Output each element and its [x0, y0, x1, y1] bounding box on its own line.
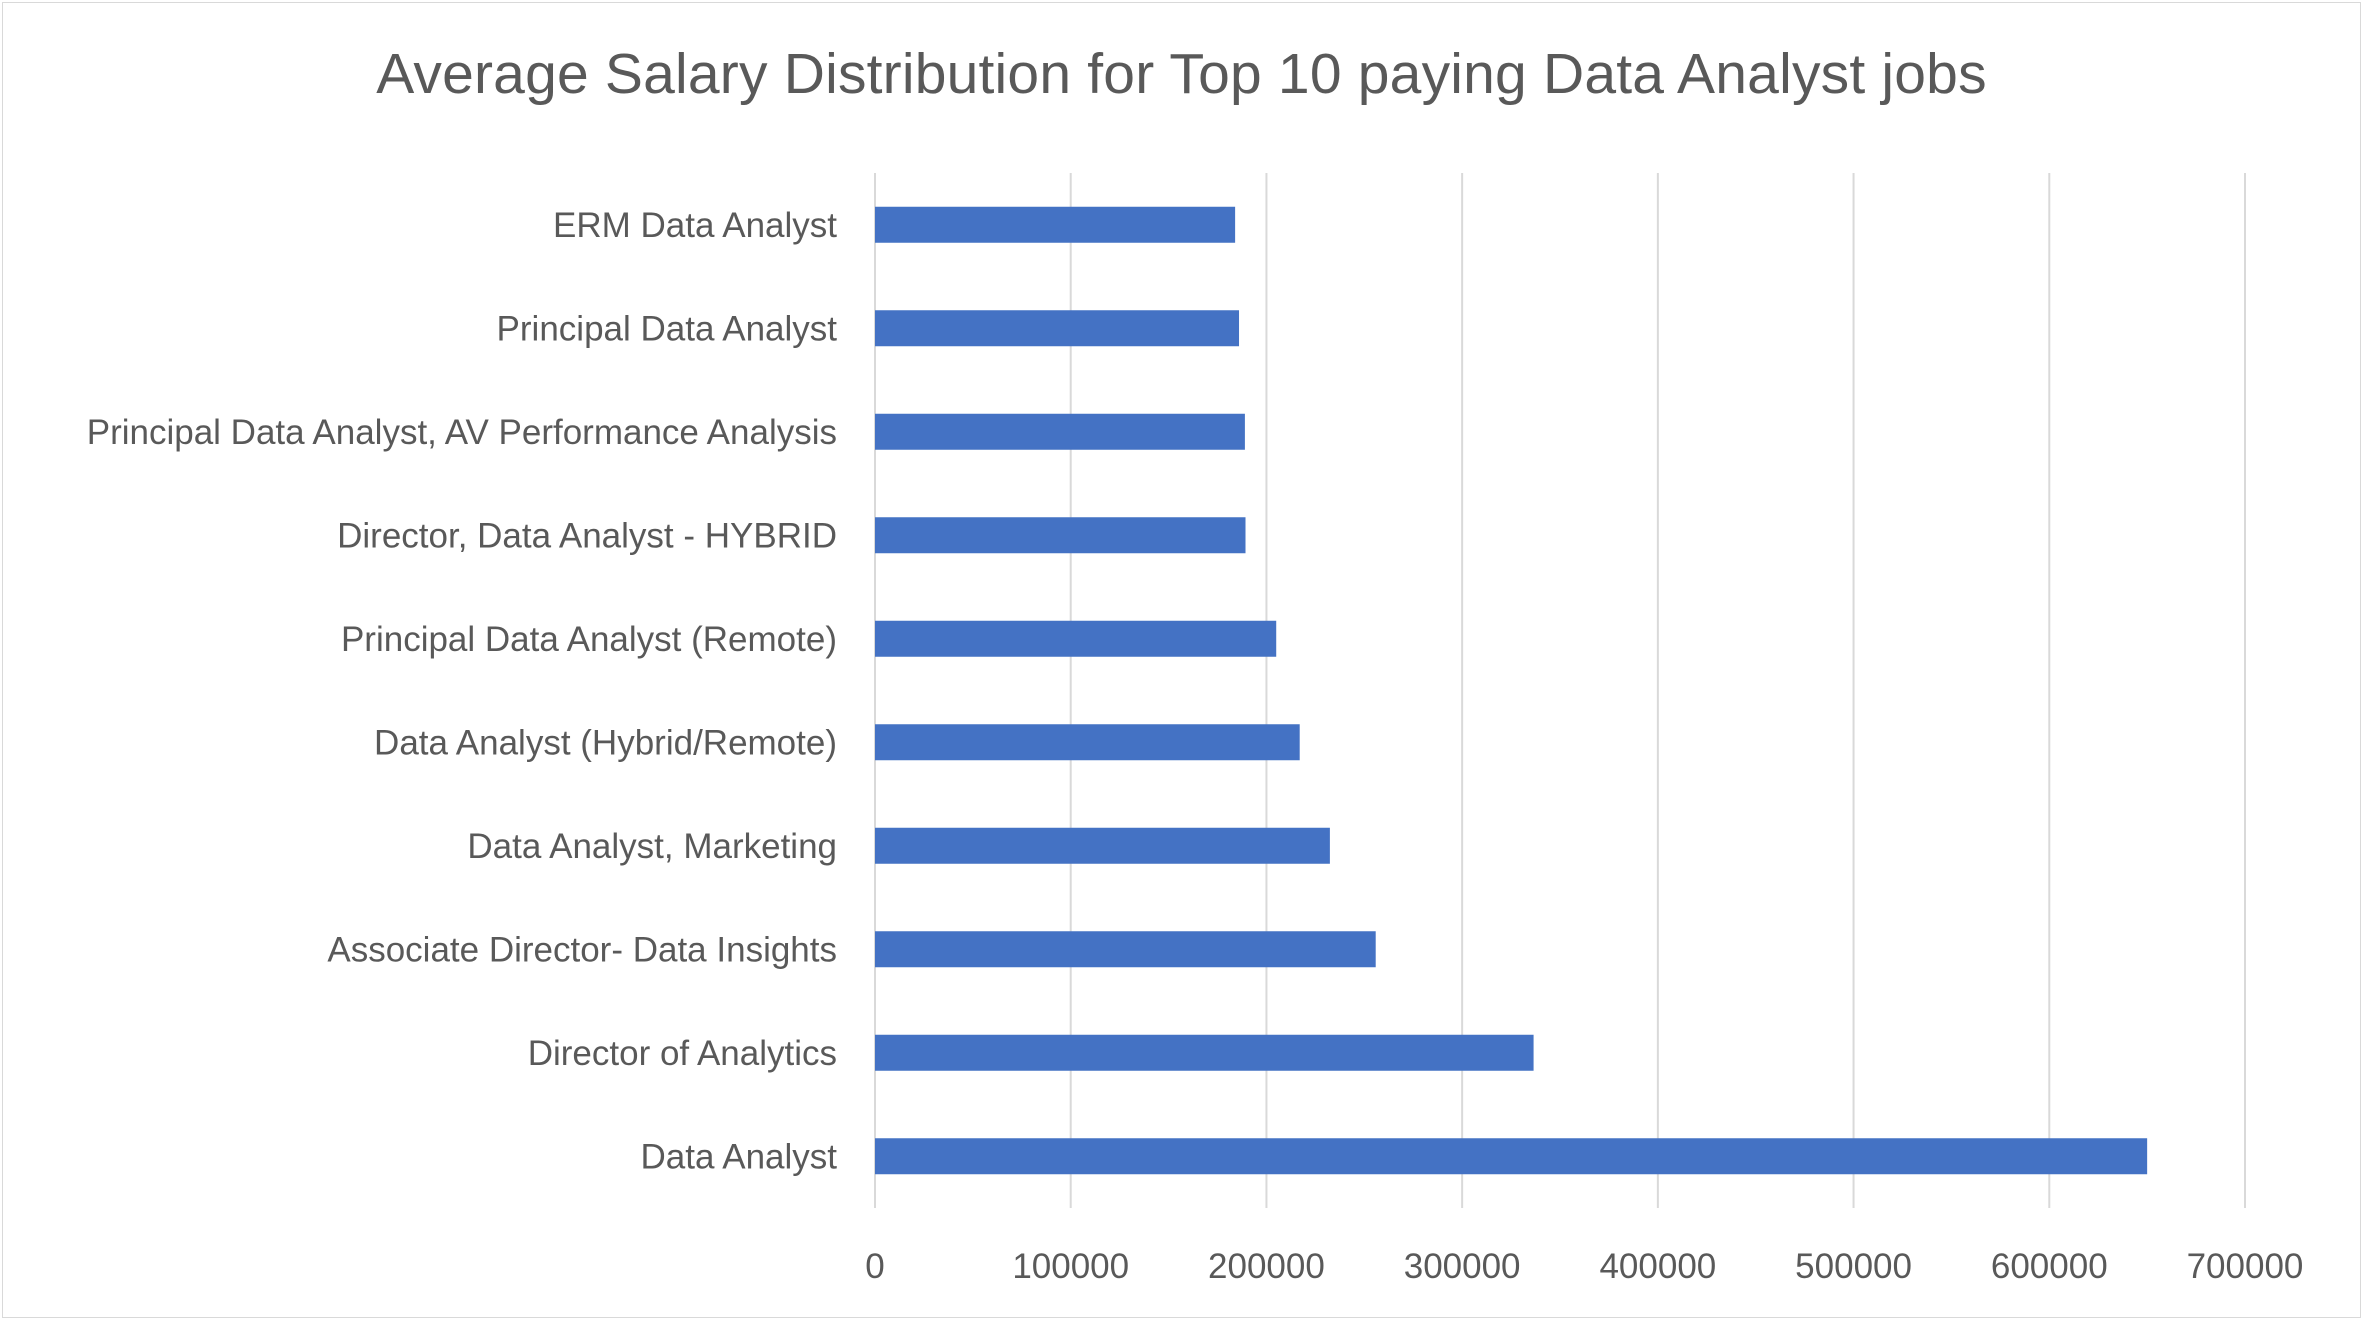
category-label: Data Analyst, Marketing	[467, 827, 837, 866]
category-label: Data Analyst	[641, 1137, 838, 1176]
x-tick-label: 0	[865, 1247, 884, 1286]
x-tick-labels: 0 100000 200000 300000 400000 500000 600000 700…	[865, 1247, 2303, 1286]
category-label: Data Analyst (Hybrid/Remote)	[374, 723, 837, 762]
category-label: Director of Analytics	[528, 1034, 837, 1073]
bar	[875, 517, 1246, 554]
bar	[875, 724, 1300, 761]
bar	[875, 413, 1245, 450]
category-label: Director, Data Analyst - HYBRID	[337, 516, 837, 555]
x-tick-label: 200000	[1208, 1247, 1325, 1286]
bar	[875, 206, 1236, 243]
category-label: Principal Data Analyst	[497, 309, 838, 348]
x-tick-label: 700000	[2187, 1247, 2304, 1286]
category-label: ERM Data Analyst	[553, 206, 837, 245]
category-label: Principal Data Analyst, AV Performance A…	[87, 413, 837, 452]
bar	[875, 1034, 1534, 1071]
category-label: Principal Data Analyst (Remote)	[341, 620, 837, 659]
bar	[875, 620, 1277, 657]
bars	[875, 206, 2148, 1175]
bar	[875, 931, 1376, 968]
category-label: Associate Director- Data Insights	[327, 930, 837, 969]
x-tick-label: 600000	[1991, 1247, 2108, 1286]
bar	[875, 827, 1330, 864]
bar	[875, 1138, 2148, 1175]
x-tick-label: 100000	[1012, 1247, 1129, 1286]
chart-title: Average Salary Distribution for Top 10 p…	[376, 42, 1987, 106]
x-tick-label: 500000	[1795, 1247, 1912, 1286]
x-tick-label: 300000	[1404, 1247, 1521, 1286]
x-tick-label: 400000	[1599, 1247, 1716, 1286]
category-labels: Data Analyst Director of Analytics Associa…	[87, 206, 838, 1177]
bar	[875, 310, 1240, 347]
chart-plot: Data Analyst Director of Analytics Associa…	[87, 173, 2303, 1286]
